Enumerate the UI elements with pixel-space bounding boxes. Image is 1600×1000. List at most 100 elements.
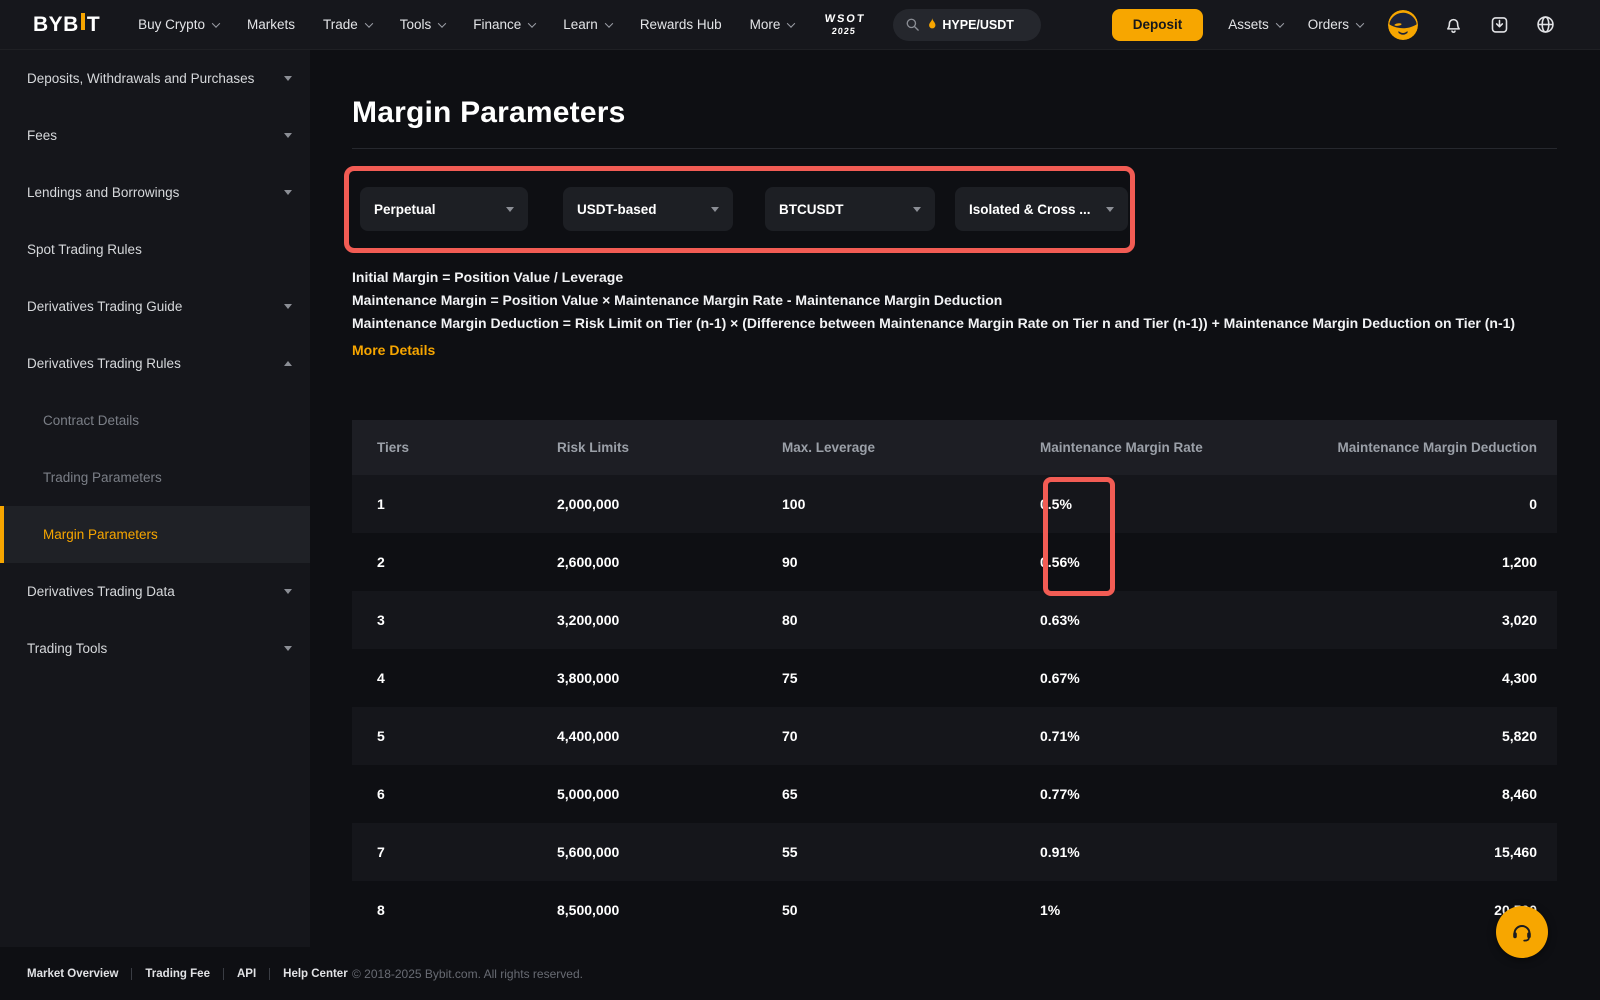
globe-icon [1537,16,1554,33]
chevron-down-icon [528,18,537,28]
table-row: 4 3,800,000 75 0.67% 4,300 [352,649,1557,707]
col-tiers: Tiers [352,420,557,475]
chevron-up-icon [284,361,292,366]
headset-icon [1513,925,1531,942]
logo-text-right: T [86,12,101,36]
footer-link-trading-fee[interactable]: Trading Fee [145,967,210,980]
sidebar-item-fees[interactable]: Fees [0,107,310,164]
sidebar-item-deposits-withdrawals[interactable]: Deposits, Withdrawals and Purchases [0,50,310,107]
chevron-down-icon [284,190,292,195]
page-title: Margin Parameters [352,96,626,129]
nav-item-more[interactable]: More [750,17,796,32]
chevron-down-icon [284,589,292,594]
cell-risk-limit: 8,500,000 [557,902,620,918]
avatar[interactable] [1388,9,1418,40]
language-globe-button[interactable] [1535,14,1556,35]
chevron-down-icon [284,133,292,138]
footer-links: Market Overview Trading Fee API Help Cen… [27,967,348,980]
cell-risk-limit: 4,400,000 [557,707,782,765]
footer-link-market-overview[interactable]: Market Overview [27,967,119,980]
deposit-button[interactable]: Deposit [1111,8,1204,41]
cell-tier: 8 [377,902,385,918]
cell-mmd: 5,820 [1300,707,1557,765]
cell-tier: 1 [352,475,557,533]
sidebar-item-derivatives-trading-rules[interactable]: Derivatives Trading Rules [0,335,310,392]
cell-risk-limit: 5,000,000 [557,786,620,802]
table-row: 6 5,000,000 65 0.77% 8,460 [352,765,1557,823]
nav-item-assets[interactable]: Assets [1228,17,1284,32]
table-row: 3 3,200,000 80 0.63% 3,020 [352,591,1557,649]
customer-support-button[interactable] [1496,906,1548,958]
footer-separator [269,967,271,980]
formula-maintenance-margin-deduction: Maintenance Margin Deduction = Risk Limi… [352,315,1516,331]
cell-tier: 6 [377,786,385,802]
cell-tier: 3 [352,591,557,649]
col-maintenance-margin-rate: Maintenance Margin Rate [1040,420,1300,475]
nav-item-learn[interactable]: Learn [563,17,614,32]
chevron-down-icon [1275,18,1284,28]
wsot-2025-badge[interactable]: WSOT 2025 [824,12,867,36]
sidebar-item-lendings-borrowings[interactable]: Lendings and Borrowings [0,164,310,221]
logo-i-bar-icon [80,13,85,30]
sidebar-item-contract-details[interactable]: Contract Details [43,413,140,428]
footer-separator [131,967,133,980]
cell-max-leverage: 55 [782,823,1040,881]
filter-symbol[interactable]: BTCUSDT [765,187,935,231]
nav-item-finance[interactable]: Finance [473,17,537,32]
cell-mmr: 0.77% [1040,786,1080,802]
sidebar-item-spot-trading-rules[interactable]: Spot Trading Rules [27,242,142,257]
main-content: Margin Parameters Perpetual USDT-based B… [310,50,1600,947]
nav-menu: Buy Crypto Markets Trade Tools Finance L… [138,17,796,32]
nav-item-trade[interactable]: Trade [323,17,373,32]
bybit-logo[interactable]: BYB T [33,13,100,37]
cell-risk-limit: 2,000,000 [557,475,782,533]
cell-mmd: 15,460 [1300,823,1557,881]
sidebar-item-trading-tools[interactable]: Trading Tools [0,620,310,677]
nav-item-orders[interactable]: Orders [1308,17,1365,32]
annotation-box-filters [344,166,1135,253]
filter-settlement[interactable]: USDT-based [563,187,733,231]
col-max-leverage: Max. Leverage [782,420,1040,475]
chevron-down-icon [1355,18,1365,28]
nav-item-rewards-hub[interactable]: Rewards Hub [639,17,722,32]
download-app-button[interactable] [1489,14,1510,35]
nav-item-markets[interactable]: Markets [246,17,295,32]
cell-max-leverage: 70 [782,707,1040,765]
chevron-down-icon [506,206,514,212]
sidebar-item-margin-parameters[interactable]: Margin Parameters [0,506,310,563]
table-row: 7 5,600,000 55 0.91% 15,460 [352,823,1557,881]
cell-risk-limit: 3,800,000 [557,670,620,686]
nav-right-group: Deposit Assets Orders [1111,8,1600,41]
sidebar-item-derivatives-trading-guide[interactable]: Derivatives Trading Guide [0,278,310,335]
filter-margin-mode[interactable]: Isolated & Cross ... [955,187,1128,231]
top-nav: BYB T Buy Crypto Markets Trade Tools Fin… [0,0,1600,50]
chevron-down-icon [913,206,921,212]
title-divider [352,148,1557,149]
cell-max-leverage: 65 [782,786,798,802]
filter-contract-type[interactable]: Perpetual [360,187,528,231]
footer: Market Overview Trading Fee API Help Cen… [0,947,1600,1000]
cell-max-leverage: 50 [782,902,798,918]
table-row: 1 2,000,000 100 0.5% 0 [352,475,1557,533]
footer-link-api[interactable]: API [236,967,257,980]
cell-mmd: 8,460 [1501,786,1537,802]
nav-item-buy-crypto[interactable]: Buy Crypto [138,17,221,32]
cell-max-leverage: 75 [782,670,798,686]
sidebar-item-trading-parameters[interactable]: Trading Parameters [43,470,162,485]
notification-bell-button[interactable] [1443,14,1464,35]
search-input[interactable]: HYPE/USDT [893,8,1042,41]
cell-risk-limit: 3,200,000 [557,591,782,649]
sidebar-item-derivatives-trading-data[interactable]: Derivatives Trading Data [0,563,310,620]
col-maintenance-margin-deduction: Maintenance Margin Deduction [1300,420,1557,475]
nav-item-tools[interactable]: Tools [400,17,447,32]
chevron-down-icon [438,18,447,28]
copyright-text: © 2018-2025 Bybit.com. All rights reserv… [352,966,583,981]
footer-separator [222,967,224,980]
formula-maintenance-margin: Maintenance Margin = Position Value × Ma… [352,292,1003,308]
more-details-link[interactable]: More Details [352,342,436,358]
cell-mmr: 0.67% [1040,670,1080,686]
footer-link-help-center[interactable]: Help Center [283,967,348,980]
sidebar: Deposits, Withdrawals and Purchases Fees… [0,50,310,947]
download-icon [1491,17,1508,33]
logo-text-left: BYB [33,12,79,36]
